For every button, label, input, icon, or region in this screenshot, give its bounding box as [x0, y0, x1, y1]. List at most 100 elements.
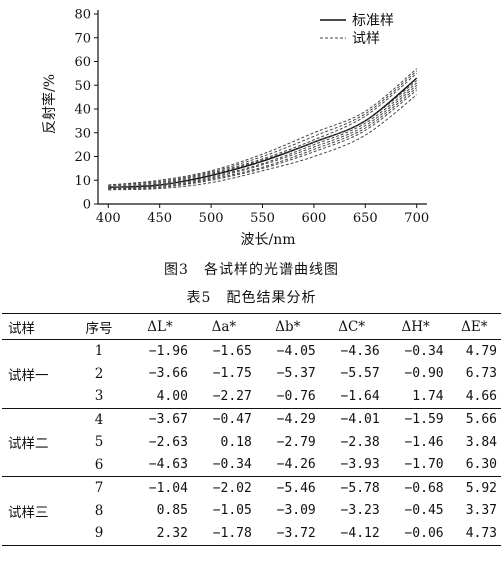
spectral-chart: 400 450 500 550 600 650 700 0 10 20 30 40 50 60 70 80 标… — [41, 8, 429, 249]
value-cell: 6.30 — [447, 453, 501, 477]
header-de: ΔE* — [447, 313, 501, 340]
value-cell: 3.84 — [465, 434, 497, 450]
y-tick-label: 70 — [74, 31, 91, 46]
value-cell: 1.74 — [383, 385, 448, 409]
value-cell: 4.66 — [447, 385, 501, 409]
value-cell: −2.02 — [212, 480, 252, 496]
header-sample: 试样 — [2, 313, 70, 340]
value-cell: 4.79 — [465, 343, 497, 359]
value-cell: −2.79 — [276, 434, 316, 450]
value-cell: −1.46 — [404, 434, 444, 450]
y-tick-label: 20 — [74, 150, 91, 165]
value-cell: −4.36 — [340, 343, 380, 359]
value-cell: −3.72 — [255, 522, 320, 546]
series-sample-line-3 — [108, 80, 418, 188]
series-sample-line-9 — [108, 87, 418, 190]
seq-cell: 5 — [94, 434, 104, 451]
value-cell: 6.73 — [465, 366, 497, 382]
value-cell: 3.37 — [465, 503, 497, 519]
x-tick-label: 400 — [96, 211, 121, 226]
value-cell: 0.85 — [156, 503, 188, 519]
value-cell: −1.78 — [191, 522, 256, 546]
table-row: 试样二 4 −3.67 −0.47 −4.29 −4.01 −1.59 5.66 — [2, 408, 501, 477]
color-matching-table: 试样 序号 ΔL* Δa* Δb* ΔC* ΔH* ΔE* 试样一 1 −1.96 −… — [2, 313, 501, 546]
y-axis-label: 反射率/% — [41, 74, 58, 134]
header-dc: ΔC* — [319, 313, 384, 340]
y-tick-label: 80 — [74, 8, 91, 23]
header-dl: ΔL* — [128, 313, 192, 340]
seq-cell: 1 — [94, 343, 104, 360]
table-caption: 表5 配色结果分析 — [186, 290, 317, 306]
header-dh: ΔH* — [383, 313, 448, 340]
value-cell: 4.73 — [447, 522, 501, 546]
header-da: Δa* — [191, 313, 256, 340]
y-tick-label: 60 — [74, 55, 91, 70]
seq-cell: 3 — [70, 385, 128, 409]
x-axis-label: 波长/nm — [240, 232, 295, 248]
seq-cell: 6 — [70, 453, 128, 477]
value-cell: −0.90 — [404, 366, 444, 382]
table-row: 9 2.32 −1.78 −3.72 −4.12 −0.06 4.73 — [2, 522, 501, 546]
series-sample-line-2 — [108, 72, 418, 187]
value-cell: −3.66 — [148, 366, 188, 382]
group-label: 试样三 — [2, 476, 70, 546]
value-cell: 5.66 — [465, 412, 497, 428]
y-tick-label: 10 — [74, 174, 91, 189]
value-cell: −3.67 — [148, 412, 188, 428]
value-cell: −1.04 — [148, 480, 188, 496]
series-sample-line-5 — [108, 89, 418, 191]
group-label: 试样一 — [2, 339, 70, 409]
value-cell: −5.37 — [276, 366, 316, 382]
value-cell: −0.45 — [404, 503, 444, 519]
value-cell: −1.70 — [383, 453, 448, 477]
series-sample-line-4 — [108, 84, 418, 190]
seq-cell: 7 — [94, 480, 104, 497]
seq-cell: 4 — [94, 411, 104, 428]
chart-series — [108, 68, 418, 191]
value-cell: −0.34 — [404, 343, 444, 359]
value-cell: −5.78 — [340, 480, 380, 496]
value-cell: 5.92 — [465, 480, 497, 496]
table-row: 5 −2.63 0.18 −2.79 −2.38 −1.46 3.84 — [2, 431, 501, 454]
x-tick-label: 600 — [301, 211, 326, 226]
value-cell: 2.32 — [128, 522, 192, 546]
value-cell: −3.09 — [276, 503, 316, 519]
seq-cell: 9 — [70, 522, 128, 546]
value-cell: −0.76 — [255, 385, 320, 409]
value-cell: −1.05 — [212, 503, 252, 519]
y-tick-label: 0 — [83, 198, 91, 213]
value-cell: −1.64 — [319, 385, 384, 409]
value-cell: −2.27 — [191, 385, 256, 409]
value-cell: 4.00 — [128, 385, 192, 409]
value-cell: −2.38 — [340, 434, 380, 450]
value-cell: 0.18 — [220, 434, 252, 450]
table-row: 6 −4.63 −0.34 −4.26 −3.93 −1.70 6.30 — [2, 453, 501, 477]
y-tick-label: 40 — [74, 103, 91, 118]
value-cell: −1.65 — [212, 343, 252, 359]
header-seq: 序号 — [70, 313, 128, 340]
value-cell: −4.05 — [276, 343, 316, 359]
table-row: 3 4.00 −2.27 −0.76 −1.64 1.74 4.66 — [2, 385, 501, 409]
value-cell: −3.93 — [319, 453, 384, 477]
series-sample-line-1 — [108, 68, 418, 186]
table-row: 试样一 1 −1.96 −1.65 −4.05 −4.36 −0.34 4.79 — [2, 339, 501, 409]
value-cell: −0.47 — [212, 412, 252, 428]
x-tick-label: 500 — [199, 211, 224, 226]
value-cell: −1.59 — [404, 412, 444, 428]
value-cell: −5.46 — [276, 480, 316, 496]
x-tick-label: 550 — [250, 211, 275, 226]
value-cell: −4.29 — [276, 412, 316, 428]
y-tick-label: 50 — [74, 79, 91, 94]
value-cell: −0.06 — [383, 522, 448, 546]
x-tick-label: 700 — [404, 211, 429, 226]
series-sample-line-6 — [108, 94, 418, 191]
series-sample-line-8 — [108, 82, 418, 188]
series-sample-line-7 — [108, 70, 418, 186]
figure-caption: 图3 各试样的光谱曲线图 — [164, 262, 339, 278]
seq-cell: 8 — [94, 502, 104, 519]
value-cell: −0.68 — [404, 480, 444, 496]
value-cell: −1.75 — [212, 366, 252, 382]
value-cell: −1.96 — [148, 343, 188, 359]
table-row: 试样三 7 −1.04 −2.02 −5.46 −5.78 −0.68 5.92 — [2, 476, 501, 546]
